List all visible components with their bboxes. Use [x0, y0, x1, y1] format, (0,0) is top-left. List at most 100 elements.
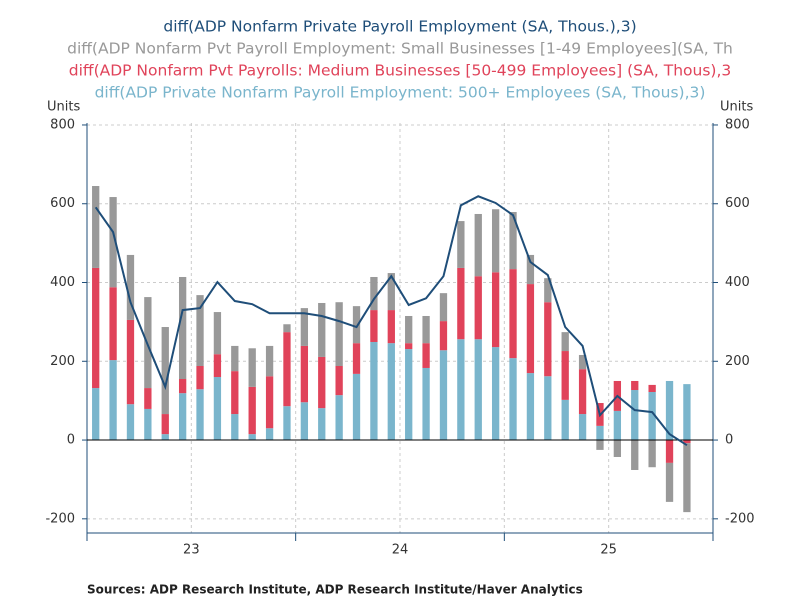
bar: [213, 354, 222, 378]
bar: [283, 332, 291, 407]
bar: [144, 388, 152, 409]
bar: [405, 343, 413, 350]
bar: [370, 276, 378, 311]
bar: [613, 440, 622, 457]
bar: [370, 310, 378, 342]
bar: [544, 302, 552, 377]
bar: [561, 351, 569, 400]
bar: [318, 408, 326, 441]
bar: [509, 358, 517, 441]
bar: [613, 410, 622, 441]
bar: [491, 209, 500, 273]
bar: [491, 347, 500, 441]
bar: [318, 356, 326, 409]
bar: [439, 321, 448, 351]
bar: [178, 276, 187, 380]
bar: [648, 392, 656, 441]
bar: [387, 310, 395, 344]
y-tick-label: -200: [45, 511, 75, 526]
bar: [370, 341, 378, 441]
bar: [578, 354, 587, 370]
bar: [265, 376, 274, 429]
bar: [92, 388, 100, 441]
bar: [387, 343, 395, 441]
y2-tick-label: -200: [725, 511, 755, 526]
bar: [683, 440, 691, 444]
bar: [265, 345, 274, 377]
bar: [457, 221, 465, 268]
bar: [544, 278, 552, 303]
y2-tick-label: 800: [725, 117, 750, 132]
bar: [631, 380, 639, 391]
bar: [578, 369, 587, 415]
bar: [92, 186, 100, 268]
bar: [561, 332, 569, 352]
bar: [126, 254, 135, 320]
y2-tick-label: 400: [725, 275, 750, 290]
bar: [474, 213, 482, 277]
bar: [161, 434, 169, 441]
bar: [196, 366, 204, 390]
y-tick-label: 0: [67, 433, 75, 448]
bar: [457, 267, 465, 340]
bar: [491, 272, 500, 348]
x-tick-label: 23: [183, 543, 200, 558]
legend-entry: diff(ADP Nonfarm Pvt Payrolls: Medium Bu…: [69, 62, 732, 80]
legend-entry: diff(ADP Private Nonfarm Payroll Employm…: [95, 84, 706, 102]
y2-tick-label: 0: [725, 433, 733, 448]
bar: [196, 295, 204, 367]
bar: [109, 360, 117, 441]
bar: [457, 339, 465, 441]
bar: [596, 425, 604, 441]
bar: [509, 269, 517, 359]
bar: [248, 348, 256, 387]
bar: [352, 306, 361, 344]
bar: [196, 389, 204, 441]
bar: [231, 345, 239, 372]
bar: [352, 343, 361, 374]
bar: [109, 287, 117, 361]
x-tick-label: 25: [600, 543, 617, 558]
bar: [161, 414, 169, 435]
bar: [318, 302, 326, 357]
bar: [231, 371, 239, 415]
bar: [109, 197, 117, 288]
bar: [126, 404, 135, 441]
bar: [665, 462, 674, 502]
y-tick-label: 600: [50, 196, 75, 211]
y-axis-label: Units: [47, 100, 80, 115]
bar: [92, 267, 100, 389]
bar: [578, 414, 587, 441]
bar: [387, 273, 395, 311]
bar: [335, 366, 343, 396]
y2-axis-label: Units: [720, 100, 753, 115]
bar: [526, 284, 535, 374]
bar: [265, 428, 274, 441]
bar: [300, 402, 309, 441]
y2-tick-label: 200: [725, 354, 750, 369]
bar: [144, 408, 152, 441]
bar: [213, 312, 222, 355]
bar: [300, 345, 309, 403]
bar: [283, 406, 291, 441]
bar: [422, 315, 430, 344]
bar: [405, 315, 413, 344]
bar: [665, 380, 674, 441]
legend-entry: diff(ADP Nonfarm Pvt Payroll Employment:…: [67, 40, 733, 58]
bar: [231, 414, 239, 441]
bar: [422, 343, 430, 368]
bar: [178, 393, 187, 441]
bar: [300, 308, 309, 346]
bar: [526, 373, 535, 441]
bar: [283, 324, 291, 333]
bar: [405, 349, 413, 441]
x-tick-label: 24: [392, 543, 409, 558]
line: [94, 195, 688, 447]
bar: [126, 319, 135, 405]
bar: [683, 443, 691, 513]
bar: [422, 367, 430, 441]
bar: [648, 440, 656, 468]
bar: [665, 440, 674, 463]
